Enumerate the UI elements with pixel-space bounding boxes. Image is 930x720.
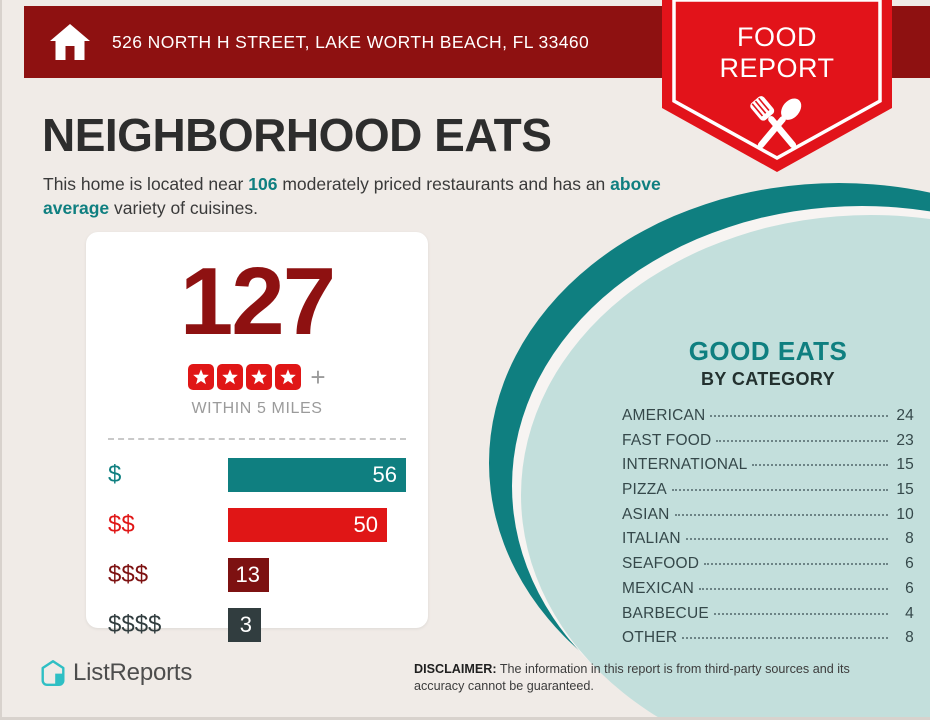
good-eats-row: BARBECUE 4: [622, 605, 914, 630]
good-eats-category-name: OTHER: [622, 629, 678, 647]
card-divider: [108, 438, 406, 440]
star-icon: [275, 364, 302, 390]
good-eats-row: PIZZA 15: [622, 481, 914, 506]
leader-dots: [682, 637, 888, 640]
restaurant-stats-card: 127 + WITHIN 5 MILES $56 $$ 50 $$$ 13 $$$$ 3: [86, 232, 428, 642]
good-eats-category-name: SEAFOOD: [622, 555, 700, 573]
leader-dots: [674, 513, 888, 516]
good-eats-category-name: ITALIAN: [622, 530, 681, 548]
good-eats-category-value: 6: [905, 579, 914, 597]
good-eats-category-value: 6: [905, 555, 914, 573]
page-subtitle: This home is located near 106 moderately…: [43, 172, 663, 220]
price-level-bar-chart: $56 $$ 50 $$$ 13 $$$$ 3: [86, 454, 428, 646]
price-bar-row: $$$$ 3: [86, 604, 428, 646]
plus-sign: +: [310, 362, 326, 392]
star-icon: [246, 364, 273, 390]
disclaimer-text: The information in this report is from t…: [414, 662, 850, 693]
good-eats-row: SEAFOOD 6: [622, 555, 914, 580]
star-icon: [188, 364, 215, 390]
price-bar: 3: [228, 608, 261, 642]
good-eats-category-name: INTERNATIONAL: [622, 456, 748, 474]
price-bar-row: $$$ 13: [86, 554, 428, 596]
leader-dots: [685, 538, 888, 541]
price-bar-label: $$$: [108, 561, 149, 588]
leader-dots: [752, 464, 888, 467]
good-eats-category-value: 10: [896, 505, 914, 523]
leader-dots: [713, 612, 888, 615]
good-eats-category-value: 15: [896, 456, 914, 474]
price-bar-label: $$$$: [108, 611, 162, 638]
star-rating: +: [86, 364, 428, 390]
price-bar: 56: [228, 458, 406, 492]
good-eats-category-name: PIZZA: [622, 481, 667, 499]
good-eats-category-value: 4: [905, 604, 914, 622]
good-eats-list: AMERICAN 24 FAST FOOD 23 INTERNATIONAL 15 PIZZ…: [622, 407, 914, 654]
disclaimer-label: DISCLAIMER:: [414, 662, 497, 676]
price-bar: 50: [228, 508, 387, 542]
leader-dots: [704, 563, 888, 566]
good-eats-title: GOOD EATS: [688, 336, 848, 366]
good-eats-category-name: MEXICAN: [622, 579, 695, 597]
leader-dots: [716, 439, 888, 442]
star-icon: [217, 364, 244, 390]
subtitle-variety-highlight: above average: [43, 174, 661, 218]
listreports-logo: ListReports: [40, 659, 192, 687]
radius-label: WITHIN 5 MILES: [191, 400, 323, 417]
header-address: 526 NORTH H STREET, LAKE WORTH BEACH, FL…: [112, 31, 590, 52]
listreports-house-icon: [40, 659, 73, 687]
subtitle-part-1: This home is located near: [43, 174, 249, 194]
good-eats-row: ITALIAN 8: [622, 530, 914, 555]
good-eats-row: ASIAN 10: [622, 506, 914, 531]
good-eats-category-value: 8: [905, 530, 914, 548]
leader-dots: [699, 587, 888, 590]
good-eats-category-name: AMERICAN: [622, 407, 706, 424]
price-bar-row: $$ 50: [86, 504, 428, 546]
page-title: NEIGHBORHOOD EATS: [42, 109, 552, 161]
good-eats-category-name: FAST FOOD: [622, 431, 712, 449]
subtitle-part-3: variety of cuisines.: [109, 198, 258, 218]
price-bar-row: $56: [86, 454, 428, 496]
restaurant-count: 127: [179, 248, 336, 355]
good-eats-row: FAST FOOD 23: [622, 432, 914, 457]
leader-dots: [710, 415, 888, 417]
good-eats-category-value: 23: [896, 431, 914, 449]
listreports-logo-text: ListReports: [73, 659, 193, 686]
good-eats-category-name: BARBECUE: [622, 604, 709, 622]
subtitle-part-2: moderately priced restaurants and has an: [277, 174, 611, 194]
good-eats-category-value: 8: [905, 629, 914, 647]
good-eats-panel: GOOD EATS BY CATEGORY AMERICAN 24 FAST FOO…: [622, 336, 914, 654]
good-eats-row: MEXICAN 6: [622, 580, 914, 605]
good-eats-row: INTERNATIONAL 15: [622, 456, 914, 481]
food-report-badge: FOOD REPORT: [662, 0, 892, 172]
leader-dots: [671, 489, 888, 492]
price-bar: 13: [228, 558, 269, 592]
home-icon: [48, 22, 92, 62]
good-eats-row: OTHER 8: [622, 629, 914, 654]
good-eats-category-value: 24: [896, 407, 914, 424]
good-eats-category-value: 15: [896, 481, 914, 499]
subtitle-count-highlight: 106: [248, 174, 278, 194]
good-eats-subtitle: BY CATEGORY: [700, 369, 836, 389]
good-eats-row: AMERICAN 24: [622, 407, 914, 432]
price-bar-label: $$: [108, 511, 135, 538]
price-bar-label: $: [108, 461, 122, 488]
good-eats-category-name: ASIAN: [622, 505, 670, 523]
disclaimer: DISCLAIMER: The information in this repo…: [414, 661, 890, 695]
